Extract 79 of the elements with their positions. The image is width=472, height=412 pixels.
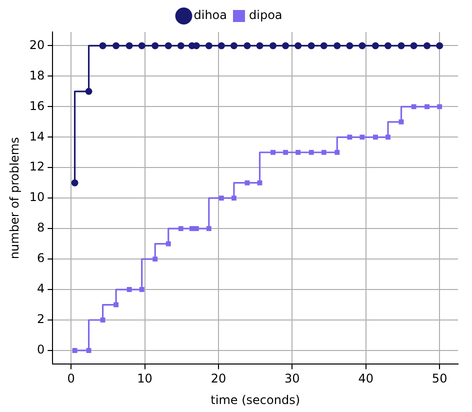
legend-label: dipoa — [248, 8, 282, 22]
point — [126, 287, 132, 292]
y-axis-title: number of problems — [7, 137, 22, 260]
point — [386, 134, 390, 140]
point — [164, 42, 172, 50]
point — [100, 318, 106, 322]
point — [424, 42, 431, 50]
point — [346, 42, 354, 50]
point — [114, 302, 119, 308]
point — [166, 241, 171, 246]
point — [358, 42, 366, 50]
point — [218, 196, 224, 201]
point — [72, 348, 78, 353]
point — [320, 42, 328, 50]
point — [308, 150, 314, 155]
y-tick-label: 18 — [29, 68, 45, 82]
y-tick-label: 8 — [37, 220, 45, 235]
point — [436, 42, 444, 50]
point — [347, 134, 352, 140]
point — [152, 256, 158, 262]
y-tick-label: 20 — [29, 38, 45, 52]
point — [410, 42, 418, 50]
y-tick-label: 12 — [29, 160, 45, 174]
point — [112, 42, 120, 50]
point — [152, 42, 159, 50]
point — [424, 104, 430, 110]
point — [270, 42, 277, 50]
point — [230, 42, 238, 50]
point — [270, 150, 276, 155]
point — [99, 42, 106, 50]
legend-label: dihoa — [194, 8, 228, 22]
y-tick-label: 4 — [37, 282, 45, 296]
x-tick-label: 40 — [358, 372, 374, 386]
x-tick-label: 0 — [67, 372, 75, 386]
point — [398, 119, 404, 124]
point — [257, 180, 262, 186]
point — [321, 150, 326, 155]
point — [218, 42, 225, 50]
point — [206, 226, 212, 232]
point — [85, 88, 92, 95]
point — [398, 42, 405, 50]
point — [178, 226, 184, 232]
x-tick-label: 20 — [210, 372, 226, 386]
x-axis-title: time (seconds) — [210, 392, 300, 407]
x-tick-label: 30 — [284, 372, 300, 386]
y-tick-label: 2 — [37, 312, 45, 326]
x-tick-label: 10 — [137, 372, 152, 386]
point — [256, 42, 264, 50]
point — [194, 226, 199, 232]
point — [411, 104, 416, 110]
point — [244, 42, 251, 50]
point — [244, 180, 250, 186]
x-tick-label: 50 — [432, 372, 448, 386]
point — [296, 150, 301, 155]
point — [334, 150, 340, 155]
point — [71, 179, 78, 186]
point — [360, 134, 365, 140]
point — [334, 42, 341, 50]
point — [372, 42, 379, 50]
point — [189, 226, 194, 232]
point — [138, 42, 146, 50]
y-tick-label: 0 — [37, 342, 45, 357]
point — [205, 42, 212, 50]
y-tick-label: 14 — [29, 129, 45, 144]
point — [372, 134, 378, 140]
point — [283, 150, 288, 155]
point — [282, 42, 290, 50]
point — [308, 42, 315, 50]
point — [231, 196, 236, 201]
point — [384, 42, 392, 50]
y-tick-label: 6 — [37, 251, 45, 266]
point — [294, 42, 302, 50]
point — [86, 348, 92, 353]
point — [437, 104, 442, 110]
point — [126, 42, 133, 50]
point — [139, 287, 144, 292]
point — [177, 42, 184, 50]
y-tick-label: 10 — [29, 190, 45, 204]
y-tick-label: 16 — [29, 98, 45, 113]
